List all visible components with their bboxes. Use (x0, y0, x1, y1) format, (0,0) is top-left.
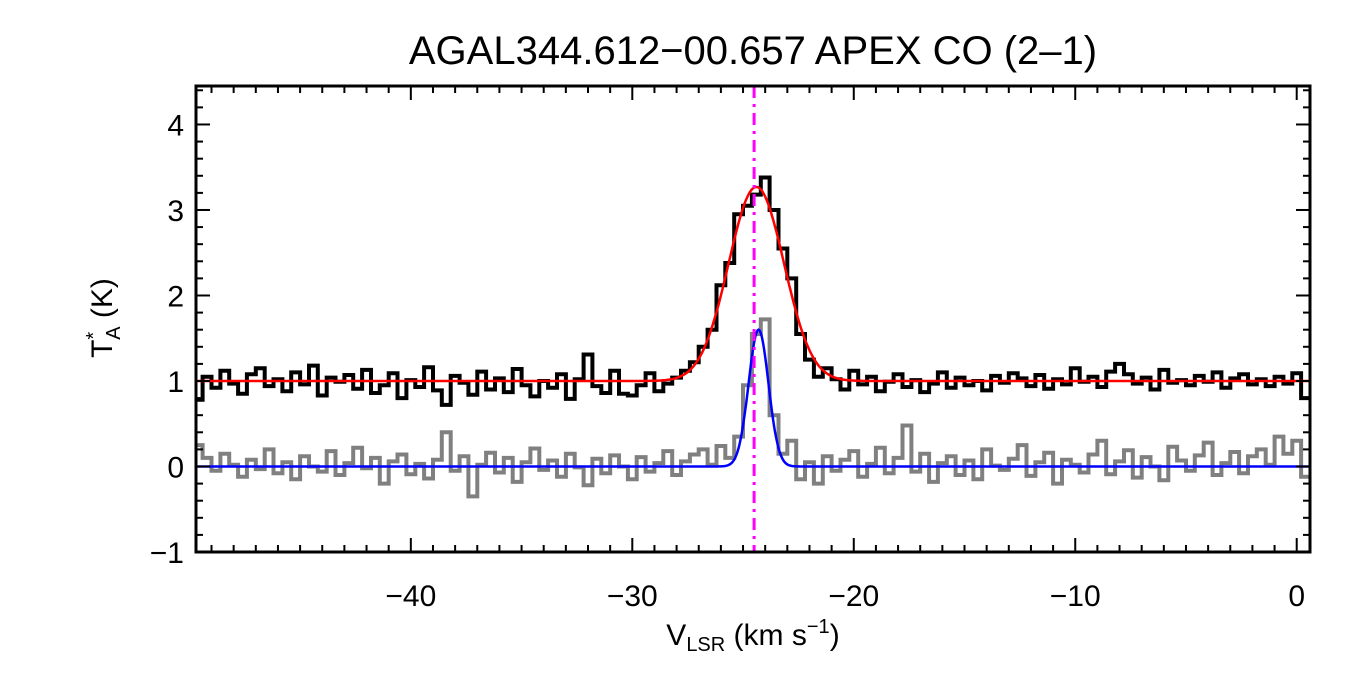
y-tick-label: 2 (167, 280, 184, 313)
y-tick-label: 3 (167, 195, 184, 228)
x-axis-label: VLSR (km s−1) (666, 616, 839, 656)
y-label-main: T (86, 340, 119, 358)
y-tick-label: 1 (167, 366, 184, 399)
y-label-sub: A (103, 326, 125, 340)
x-label-main: V (666, 619, 686, 652)
x-tick-label: −40 (385, 580, 436, 613)
x-label-unit: (km s (725, 619, 807, 652)
x-label-sub: LSR (686, 634, 725, 656)
x-label-end: ) (830, 619, 840, 652)
x-tick-labels: −40 −30 −20 −10 0 (385, 580, 1305, 613)
y-tick-label: 4 (167, 109, 184, 142)
y-tick-label: 0 (167, 451, 184, 484)
gaussian-fit-red (196, 185, 1310, 383)
x-tick-label: 0 (1288, 580, 1305, 613)
y-label-sup: * (83, 332, 105, 340)
plot-area (196, 86, 1310, 552)
x-label-sup: −1 (807, 616, 830, 638)
y-tick-label: −1 (150, 537, 184, 570)
spectrum-black (196, 175, 1310, 407)
spectrum-gray (196, 317, 1310, 499)
x-tick-label: −20 (828, 580, 879, 613)
x-tick-label: −10 (1050, 580, 1101, 613)
chart-title: AGAL344.612−00.657 APEX CO (2–1) (409, 29, 1097, 73)
plot-frame (194, 84, 1312, 554)
y-label-unit: (K) (86, 278, 119, 326)
x-tick-label: −30 (607, 580, 658, 613)
y-tick-labels: −1 0 1 2 3 4 (150, 109, 184, 570)
y-axis-label: T*A (K) (83, 278, 125, 358)
